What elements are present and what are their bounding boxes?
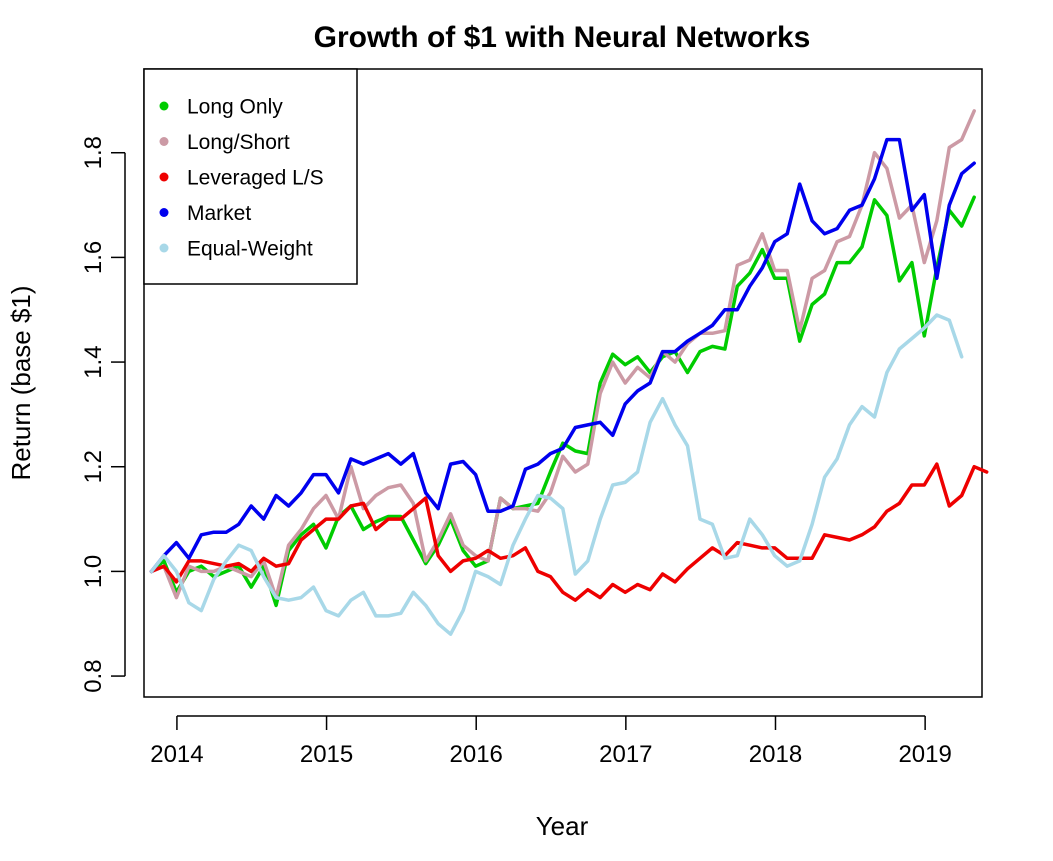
- chart-title: Growth of $1 with Neural Networks: [314, 21, 811, 54]
- series-line-3: [149, 137, 976, 574]
- x-tick-label: 2015: [300, 741, 353, 768]
- plot-area-border: [143, 68, 983, 698]
- y-tick-label: 1.0: [80, 555, 107, 588]
- y-axis-title: Return (base $1): [6, 285, 36, 480]
- y-tick-label: 1.4: [80, 345, 107, 378]
- y-tick-label: 1.6: [80, 241, 107, 274]
- legend-label-3: Market: [187, 202, 251, 225]
- x-axis-title: Year: [536, 811, 589, 841]
- x-axis: 2014 2015 2016 2017 2018 2019: [150, 715, 952, 768]
- legend-label-4: Equal-Weight: [187, 238, 313, 261]
- legend: Long Only Long/Short Leveraged L/S Market Eq…: [143, 68, 358, 285]
- x-tick-label: 2014: [150, 741, 203, 768]
- legend-label-2: Leveraged L/S: [187, 167, 324, 190]
- legend-marker-3: [159, 208, 169, 217]
- series-line-2: [149, 462, 989, 602]
- x-tick-label: 2017: [599, 741, 652, 768]
- y-axis: 0.8 1.0 1.2 1.4 1.6 1.8: [80, 136, 126, 693]
- series-line-1: [149, 109, 976, 600]
- x-tick-label: 2018: [749, 741, 802, 768]
- y-tick-label: 0.8: [80, 659, 107, 692]
- x-tick-label: 2019: [898, 741, 951, 768]
- y-tick-label: 1.8: [80, 136, 107, 169]
- series-line-4: [149, 313, 964, 636]
- legend-label-1: Long/Short: [187, 131, 290, 154]
- legend-marker-2: [159, 172, 169, 182]
- series-layer: [149, 109, 989, 636]
- legend-label-0: Long Only: [187, 96, 283, 119]
- y-tick-label: 1.2: [80, 450, 107, 483]
- legend-box: [143, 68, 358, 285]
- legend-marker-4: [159, 243, 169, 253]
- legend-marker-1: [159, 137, 169, 146]
- x-tick-label: 2016: [450, 741, 503, 768]
- legend-marker-0: [159, 101, 169, 111]
